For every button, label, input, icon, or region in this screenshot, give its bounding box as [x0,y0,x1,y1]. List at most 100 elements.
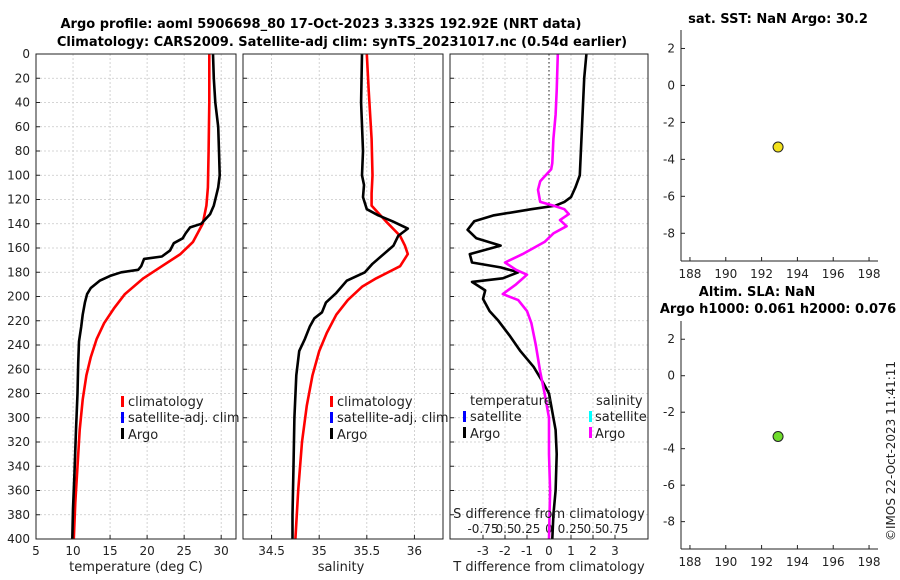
legend-swatch-satellite [330,412,333,423]
series-line-salinity-argo [501,53,571,540]
y-tick-label: 0 [667,369,675,383]
y-tick-label: 260 [7,362,30,376]
y-tick-label: 160 [7,241,30,255]
y-tick-label: 400 [7,532,30,546]
legend-label-temp-satellite: satellite [470,410,522,425]
y-tick-label: 340 [7,459,30,473]
title-line-1: Argo profile: aoml 5906698_80 17-Oct-202… [61,17,582,32]
x-tick-label: 188 [679,267,702,281]
x-tick-label: 34.5 [258,544,285,558]
series-line-climatology [72,54,211,540]
x-tick-label: 194 [786,555,809,569]
x-tick-label: 188 [679,555,702,569]
y-tick-label: 140 [7,217,30,231]
watermark: ©IMOS 22-Oct-2023 11:41:11 [884,361,898,541]
y-tick-label: 60 [15,120,30,134]
x-tick-label: 20 [139,544,154,558]
float-location-marker [772,430,784,442]
x-tick-label: 10 [65,544,80,558]
x-tick-label: 196 [822,555,845,569]
x-tick-label: 3 [611,544,619,558]
y-tick-label: 280 [7,387,30,401]
y-tick-label: 380 [7,508,30,522]
y-tick-label: 0 [22,47,30,61]
sec-x-tick-label: -0.75 [467,522,498,536]
x-tick-label: 198 [858,267,881,281]
axes-frame [242,53,444,540]
x-tick-label: 30 [214,544,229,558]
y-tick-label: 300 [7,411,30,425]
y-tick-label: -2 [663,115,675,129]
legend-temperature: climatology satellite-adj. clim Argo [121,395,240,443]
y-tick-label: -8 [663,515,675,529]
x-tick-label: 35.5 [353,544,380,558]
temperature-panel: 5 10 15 20 25 3002040608010012014016018020022… [7,47,237,558]
y-tick-label: 0 [667,78,675,92]
legend-swatch-temp-argo [463,427,466,438]
x-tick-label: -1 [521,544,533,558]
legend-swatch-argo [121,428,124,439]
x-tick-label: 1 [567,544,575,558]
x-tick-label: 192 [750,555,773,569]
sec-x-tick-label: 0.75 [602,522,629,536]
legend-label-temp-argo: Argo [470,427,500,442]
y-tick-label: 320 [7,435,30,449]
y-tick-label: -2 [663,405,675,419]
legend-label-argo: Argo [128,428,158,443]
y-tick-label: 360 [7,484,30,498]
y-tick-label: -4 [663,442,675,456]
legend-label-sal-argo: Argo [595,427,625,442]
float-location-marker [772,141,784,153]
x-tick-label: 5 [32,544,40,558]
legend-label-argo: Argo [337,428,367,443]
legend-label-climatology: climatology [128,395,204,410]
axes-frame [449,53,649,540]
legend-swatch-temp-satellite [463,411,466,422]
sec-x-tick-label: 0.5 [495,522,514,536]
y-tick-label: 20 [15,71,30,85]
sla-title-1: Altim. SLA: NaN [699,285,815,300]
legend-salinity: climatology satellite-adj. clim Argo [330,395,449,443]
x-tick-label: 190 [714,555,737,569]
legend-swatch-climatology [330,396,333,407]
x-tick-label: 198 [858,555,881,569]
x-tick-label: 194 [786,267,809,281]
legend-label-sal-satellite: satellite [595,410,647,425]
y-tick-label: 180 [7,265,30,279]
x-tick-label: -3 [477,544,489,558]
series-line-temperature-argo [466,53,588,540]
y-tick-label: 240 [7,338,30,352]
x-tick-label: 2 [589,544,597,558]
sla-map-panel: 2 0 -2 -4 -6 -8 188 190 192 194 196 198 [663,321,880,569]
sec-x-tick-label: 0.25 [558,522,585,536]
y-tick-label: 200 [7,290,30,304]
legend-swatch-sal-argo [589,427,592,438]
x-tick-label: 15 [102,544,117,558]
x-tick-label: 0 [545,544,553,558]
legend-swatch-sal-satellite [589,411,592,422]
legend-temp-header: temperature [470,394,552,409]
y-tick-label: 40 [15,96,30,110]
sla-title-2: Argo h1000: 0.061 h2000: 0.076 [660,302,896,317]
sst-map-panel: 2 0 -2 -4 -6 -8 188 190 192 194 196 198 [663,30,880,281]
diff-sec-xlabel: S difference from climatology [453,507,645,522]
y-tick-label: -8 [663,226,675,240]
legend-swatch-satellite [121,412,124,423]
x-tick-label: 25 [177,544,192,558]
salinity-panel: 34.5 35 35.5 36 [242,53,444,558]
title-line-2: Climatology: CARS2009. Satellite-adj cli… [57,35,627,50]
sec-x-tick-label: 0.5 [583,522,602,536]
x-tick-label: 36 [407,544,422,558]
series-line-argo [291,53,410,539]
y-tick-label: 120 [7,193,30,207]
sec-x-tick-label: 0.25 [514,522,541,536]
y-tick-label: 80 [15,144,30,158]
series-line-argo [71,53,221,540]
x-tick-label: 35 [312,544,327,558]
y-tick-label: 2 [667,41,675,55]
legend-label-satellite: satellite-adj. clim [128,411,240,426]
legend-swatch-argo [330,428,333,439]
diff-xlabel: T difference from climatology [452,560,645,575]
legend-label-satellite: satellite-adj. clim [337,411,449,426]
